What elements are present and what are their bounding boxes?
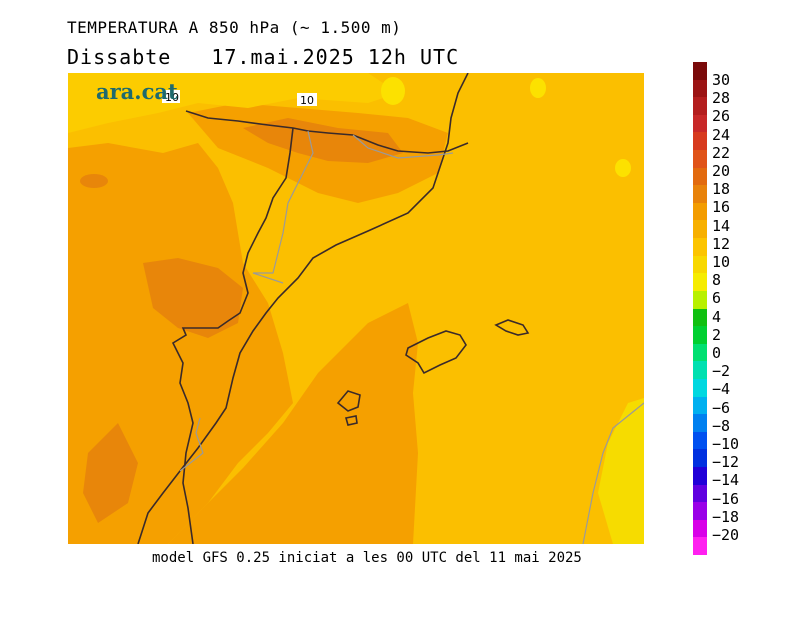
colorbar-tick-label: 30 bbox=[712, 71, 731, 89]
warm-region-south bbox=[168, 303, 418, 544]
temperature-colorbar bbox=[693, 62, 707, 556]
colorbar-tick-label: −6 bbox=[712, 398, 731, 417]
date-label: 17.mai.2025 12h UTC bbox=[211, 45, 460, 69]
hot-core-southwest bbox=[83, 423, 138, 523]
colorbar-segment bbox=[693, 378, 707, 398]
colorbar-tick-label: −8 bbox=[712, 416, 731, 435]
contour-label-2: 10 bbox=[297, 93, 317, 107]
hot-core-northeast bbox=[243, 118, 403, 163]
colorbar-tick-label: 2 bbox=[712, 325, 722, 344]
colorbar-segment bbox=[693, 114, 707, 133]
regional-border-grey bbox=[252, 130, 314, 284]
colorbar-tick-label: −4 bbox=[712, 380, 731, 399]
day-label: Dissabte bbox=[67, 45, 172, 69]
colorbar-tick-label: 10 bbox=[712, 253, 731, 271]
colorbar-segment bbox=[693, 185, 707, 204]
colorbar-tick-label: 14 bbox=[712, 216, 731, 235]
model-info-footer: model GFS 0.25 iniciat a les 00 UTC del … bbox=[152, 550, 582, 566]
cool-blob-1 bbox=[615, 159, 631, 177]
island-menorca bbox=[494, 319, 530, 336]
colorbar-segment bbox=[693, 273, 707, 292]
colorbar-segment bbox=[693, 414, 707, 433]
contour-label-2-text: 10 bbox=[300, 94, 314, 107]
colorbar-tick-label: 4 bbox=[712, 307, 722, 326]
colorbar-segment bbox=[693, 202, 707, 221]
ara-cat-logo: ara.cat bbox=[96, 79, 178, 104]
colorbar-tick-label: 18 bbox=[712, 180, 731, 199]
regional-border-grey-east bbox=[582, 402, 644, 544]
cool-region-northwest bbox=[68, 73, 398, 133]
colorbar-segment bbox=[693, 132, 707, 151]
temperature-map: 10 10 bbox=[68, 73, 644, 544]
colorbar-tick-label: −14 bbox=[712, 471, 740, 490]
island-ibiza bbox=[336, 390, 361, 412]
colorbar-tick-label: 24 bbox=[712, 125, 731, 144]
hot-spot-west bbox=[80, 174, 108, 188]
border-france-spain bbox=[185, 110, 469, 154]
colorbar-tick-label: −10 bbox=[712, 435, 740, 453]
colorbar-segment bbox=[693, 79, 707, 98]
cool-blob-2 bbox=[530, 78, 546, 98]
colorbar-tick-label: 8 bbox=[712, 271, 722, 290]
colorbar-segment bbox=[693, 343, 707, 362]
colorbar-segment bbox=[693, 466, 707, 486]
colorbar-tick-label: −20 bbox=[712, 526, 740, 544]
regional-border-grey-south bbox=[179, 417, 204, 472]
colorbar-tick-label: 16 bbox=[712, 198, 731, 217]
coastline bbox=[137, 73, 469, 544]
colorbar-tick-label: 22 bbox=[712, 143, 731, 162]
colorbar-segment bbox=[693, 484, 707, 503]
colorbar-segment bbox=[693, 449, 707, 468]
colorbar-segment bbox=[693, 62, 707, 81]
colorbar-segment bbox=[693, 167, 707, 186]
colorbar-tick-label: 28 bbox=[712, 89, 731, 108]
colorbar-segment bbox=[693, 502, 707, 521]
colorbar-segment bbox=[693, 326, 707, 345]
map-title: TEMPERATURA A 850 hPa (~ 1.500 m) bbox=[67, 18, 402, 37]
island-mallorca bbox=[405, 330, 467, 375]
colorbar-tick-label: −2 bbox=[712, 362, 731, 381]
colorbar-tick-label: 12 bbox=[712, 234, 731, 253]
colorbar-segment bbox=[693, 519, 707, 538]
colorbar-segment bbox=[693, 150, 707, 169]
colorbar-segment bbox=[693, 396, 707, 415]
colorbar-segment bbox=[693, 431, 707, 450]
colorbar-segment bbox=[693, 537, 707, 556]
cool-region-east bbox=[598, 398, 644, 544]
cool-blob-3 bbox=[381, 77, 405, 105]
contour-label-1-text: 10 bbox=[165, 91, 179, 104]
colorbar-segment bbox=[693, 238, 707, 257]
hot-core-central bbox=[143, 258, 243, 338]
colorbar-segment bbox=[693, 97, 707, 116]
island-formentera bbox=[344, 415, 358, 426]
colorbar-segment bbox=[693, 308, 707, 327]
map-datetime: Dissabte 17.mai.2025 12h UTC bbox=[67, 45, 459, 69]
colorbar-segment bbox=[693, 255, 707, 274]
colorbar-segment bbox=[693, 361, 707, 380]
colorbar-tick-label: 0 bbox=[712, 344, 722, 362]
border-inland bbox=[171, 127, 294, 544]
colorbar-tick-label: 6 bbox=[712, 289, 722, 308]
colorbar-segment bbox=[693, 220, 707, 239]
colorbar-tick-label: −12 bbox=[712, 453, 740, 472]
colorbar-tick-label: −18 bbox=[712, 507, 740, 526]
contour-label-1: 10 bbox=[162, 90, 180, 104]
regional-border-grey-2 bbox=[352, 134, 454, 159]
colorbar-tick-label: 20 bbox=[712, 162, 731, 180]
colorbar-tick-label: 26 bbox=[712, 107, 731, 126]
colorbar-segment bbox=[693, 290, 707, 309]
colorbar-tick-label: −16 bbox=[712, 489, 740, 508]
